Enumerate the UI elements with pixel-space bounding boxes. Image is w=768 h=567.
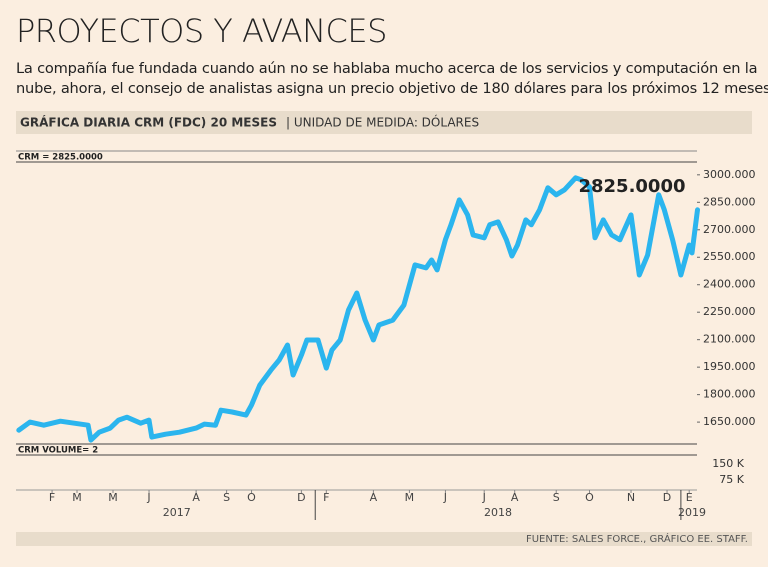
x-tick-label: J (146, 491, 150, 504)
subtitle: La compañía fue fundada cuando aún no se… (16, 60, 758, 77)
title: PROYECTOS Y AVANCES (16, 12, 387, 50)
header: GRÁFICA DIARIA CRM (FDC) 20 MESES (20, 115, 277, 130)
y-tick-label: 3000.000 (703, 168, 756, 181)
y-tick-label: 2700.000 (703, 223, 756, 236)
source: FUENTE: SALES FORCE., GRÁFICO EE. STAFF. (526, 532, 748, 545)
x-tick-label: F (323, 491, 329, 504)
x-tick-label: A (370, 491, 378, 504)
x-tick-label: M (72, 491, 82, 504)
x-tick-label: J (443, 491, 447, 504)
y-tick-label: 2550.000 (703, 250, 756, 263)
y-tick-label: 2400.000 (703, 278, 756, 291)
year-label: 2017 (163, 506, 191, 519)
source-band (16, 532, 752, 546)
y-tick-label: 1800.000 (703, 388, 756, 401)
last-value-label: 2825.0000 (578, 176, 685, 197)
x-tick-label: S (223, 491, 230, 504)
x-tick-label: D (297, 491, 305, 504)
x-tick-label: J (482, 491, 486, 504)
x-tick-label: S (553, 491, 560, 504)
y-tick-label: 2850.000 (703, 195, 756, 208)
y-tick-label: 1650.000 (703, 415, 756, 428)
volume-label: CRM VOLUME= 2 (18, 446, 98, 456)
y-tick-label: 2250.000 (703, 305, 756, 318)
x-tick-label: D (663, 491, 671, 504)
y-tick-label: 2100.000 (703, 333, 756, 346)
x-tick-label: N (627, 491, 635, 504)
x-tick-label: F (49, 491, 55, 504)
subtitle: nube, ahora, el consejo de analistas asi… (16, 80, 768, 97)
x-tick-label: M (405, 491, 415, 504)
year-label: 2018 (484, 506, 512, 519)
x-tick-label: O (247, 491, 256, 504)
header-band (16, 111, 752, 134)
x-tick-label: A (511, 491, 519, 504)
x-tick-label: M (108, 491, 118, 504)
x-tick-label: A (192, 491, 200, 504)
x-tick-label: O (585, 491, 594, 504)
price-line (16, 175, 700, 443)
header-unit: | UNIDAD DE MEDIDA: DÓLARES (286, 115, 479, 130)
year-label: 2019 (678, 506, 706, 519)
y-tick-label: 1950.000 (703, 360, 756, 373)
y2-tick-label: 150 K (712, 457, 744, 470)
x-tick-label: E (686, 491, 693, 504)
y2-tick-label: 75 K (719, 473, 744, 486)
price-label: CRM = 2825.0000 (18, 153, 103, 163)
